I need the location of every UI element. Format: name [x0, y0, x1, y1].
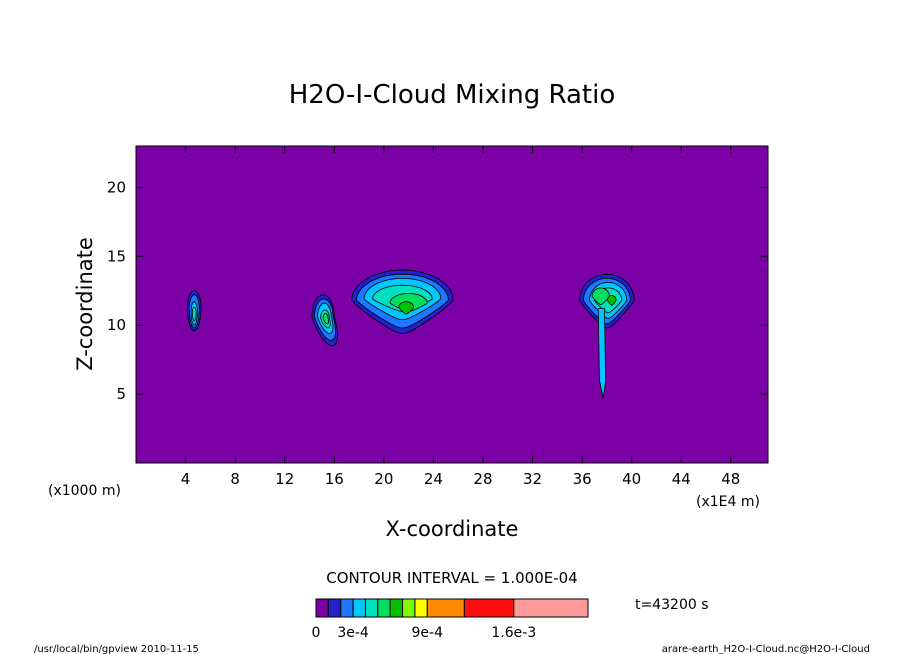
- x-tick-label: 8: [230, 470, 240, 488]
- x-tick-label: 16: [325, 470, 344, 488]
- plot-background: [136, 146, 768, 463]
- plot-frame: [135, 145, 769, 464]
- colorbar-label: 9e-4: [412, 625, 444, 641]
- contour-level: [398, 301, 415, 315]
- cloud-cell: [579, 273, 635, 399]
- colorbar-swatch: [315, 598, 329, 618]
- x-tick-label: 40: [622, 470, 641, 488]
- colorbar-swatch: [327, 598, 342, 618]
- x-tick-label: 12: [275, 470, 294, 488]
- x-tick-label: 20: [374, 470, 393, 488]
- x-tick-label: 24: [424, 470, 443, 488]
- contour-level: [322, 313, 330, 325]
- footer-right: arare-earth_H2O-I-Cloud.nc@H2O-I-Cloud: [662, 644, 870, 654]
- contour-level: [607, 295, 617, 306]
- x-tick-label: 48: [721, 470, 740, 488]
- colorbar: [315, 598, 589, 618]
- y-tick-label: 5: [116, 385, 126, 403]
- y-tick-label: 15: [107, 247, 126, 265]
- x-axis-title: X-coordinate: [386, 517, 519, 541]
- chart-title: H2O-I-Cloud Mixing Ratio: [289, 80, 616, 110]
- x-unit-left: (x1000 m): [48, 483, 121, 499]
- cloud-cell: [351, 269, 454, 334]
- cloud-cell: [311, 294, 338, 347]
- colorbar-swatch: [352, 598, 366, 618]
- colorbar-swatch: [389, 598, 404, 618]
- x-tick-label: 44: [672, 470, 691, 488]
- colorbar-label: 3e-4: [337, 625, 369, 641]
- contour-interval-label: CONTOUR INTERVAL = 1.000E-04: [326, 569, 577, 587]
- contour-level: [191, 306, 197, 322]
- x-unit-right: (x1E4 m): [696, 494, 760, 510]
- colorbar-swatch: [513, 598, 589, 618]
- cloud-contours: [186, 269, 635, 399]
- x-tick-label: 36: [573, 470, 592, 488]
- y-axis-title: Z-coordinate: [73, 237, 97, 371]
- colorbar-swatch: [340, 598, 354, 618]
- y-tick-label: 20: [107, 178, 126, 196]
- footer-left: /usr/local/bin/gpview 2010-11-15: [34, 644, 199, 654]
- colorbar-swatch: [364, 598, 379, 618]
- contour-level: [591, 287, 610, 305]
- y-tick-label: 10: [107, 316, 126, 334]
- colorbar-label: 0: [312, 625, 321, 641]
- contour-column: [597, 308, 607, 399]
- colorbar-label: 1.6e-3: [491, 625, 536, 641]
- x-tick-label: 32: [523, 470, 542, 488]
- colorbar-labels: 0 3e-4 9e-4 1.6e-3: [312, 625, 537, 641]
- colorbar-swatch: [402, 598, 416, 618]
- x-axis-ticks: 4 8 12 16 20 24 28 32 36 40 44 48: [181, 146, 740, 488]
- colorbar-swatch: [463, 598, 515, 618]
- cloud-cell: [186, 290, 202, 332]
- x-tick-label: 4: [181, 470, 191, 488]
- x-tick-label: 28: [473, 470, 492, 488]
- time-label: t=43200 s: [635, 597, 709, 613]
- colorbar-swatch: [426, 598, 465, 618]
- colorbar-swatch: [414, 598, 428, 618]
- y-axis-ticks: 5 10 15 20: [107, 178, 768, 403]
- colorbar-swatch: [377, 598, 391, 618]
